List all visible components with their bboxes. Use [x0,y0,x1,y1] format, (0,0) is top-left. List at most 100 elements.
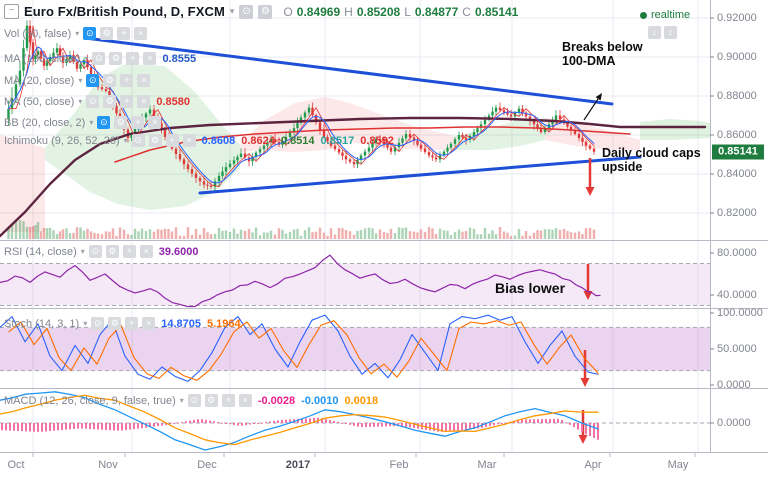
pointer-arrow[interactable] [583,98,599,121]
settings-icon[interactable]: ⚙ [105,245,119,258]
time-axis-label: Oct [7,459,25,471]
close-icon[interactable]: × [148,116,162,129]
visibility-icon[interactable]: ⊙ [92,52,106,65]
kijun-line[interactable] [0,116,707,238]
scale-reset-icon[interactable]: ↕ [664,26,677,39]
candle-body [108,91,111,99]
settings-icon[interactable]: ⚙ [258,4,273,19]
visibility-icon[interactable]: ⊙ [131,134,145,147]
settings-icon[interactable]: ⚙ [109,52,123,65]
volume-bar [42,228,46,239]
chevron-down-icon[interactable]: ▾ [83,319,88,328]
settings-icon[interactable]: ⚙ [204,394,218,407]
macd-histogram-bar [157,423,159,427]
settings-icon[interactable]: ⚙ [148,134,162,147]
visibility-icon[interactable]: ⊙ [88,245,102,258]
visibility-icon[interactable]: ⊙ [91,317,105,330]
chevron-down-icon[interactable]: ▾ [78,97,83,106]
collapse-icon[interactable]: − [4,4,19,19]
add-icon[interactable]: + [221,394,235,407]
indicator-value: -0.0028 [257,394,296,407]
annotation-bias-lower[interactable]: Bias lower [495,280,566,296]
volume-bar [36,222,40,239]
indicator-label[interactable]: MA (20, close) [4,74,75,87]
indicator-label[interactable]: Vol (50, false) [4,27,72,40]
visibility-icon[interactable]: ⊙ [187,394,201,407]
indicator-label[interactable]: MA (100, close) [4,52,81,65]
indicator-label[interactable]: RSI (14, close) [4,245,77,258]
stoch-d-line[interactable] [8,320,599,381]
close-icon[interactable]: × [182,134,196,147]
volume-bar [89,231,93,239]
scale-down-icon[interactable]: ↓ [648,26,661,39]
close-icon[interactable]: × [137,95,151,108]
stoch-k-line[interactable] [0,314,599,382]
close-icon[interactable]: × [134,27,148,40]
indicator-label[interactable]: MA (50, close) [4,95,75,108]
down-arrow-head [580,378,590,387]
volume-bar [416,232,419,239]
volume-bar [111,228,115,239]
close-icon[interactable]: × [137,74,151,87]
volume-bar [288,232,292,239]
trendline[interactable] [198,155,642,195]
volume-bar [573,232,577,239]
macd-line[interactable] [0,391,599,451]
close-icon[interactable]: × [238,394,252,407]
annotation-breaks-below-100dma[interactable]: Breaks below 100-DMA [562,40,643,69]
add-icon[interactable]: + [131,116,145,129]
add-icon[interactable]: + [117,27,131,40]
add-icon[interactable]: + [122,245,136,258]
close-icon[interactable]: × [142,317,156,330]
chevron-down-icon[interactable]: ▾ [229,6,235,16]
indicator-label[interactable]: Ichimoku (9, 26, 52, 26) [4,134,120,147]
settings-icon[interactable]: ⚙ [103,74,117,87]
candle-body [228,163,232,168]
candle-body [389,147,393,152]
chevron-down-icon[interactable]: ▾ [89,118,94,127]
visibility-icon[interactable]: ⊙ [86,74,100,87]
chevron-down-icon[interactable]: ▾ [75,29,80,38]
down-arrow-head [578,435,588,444]
chevron-down-icon[interactable]: ▾ [179,396,184,405]
chevron-down-icon[interactable]: ▾ [123,136,128,145]
volume-bar [311,232,314,239]
indicator-label[interactable]: MACD (12, 26, close, 9, false, true) [4,394,176,407]
add-icon[interactable]: + [120,74,134,87]
volume-bar [326,235,329,239]
symbol-title[interactable]: Euro Fx/British Pound, D, FXCM [24,4,225,19]
settings-icon[interactable]: ⚙ [103,95,117,108]
tenkan-line[interactable] [8,46,595,184]
close-icon[interactable]: × [139,245,153,258]
add-icon[interactable]: + [126,52,140,65]
visibility-icon[interactable]: ⊙ [83,27,97,40]
macd-signal-line[interactable] [0,394,599,446]
visibility-icon[interactable]: ⊙ [97,116,111,129]
chevron-down-icon[interactable]: ▾ [80,247,85,256]
annotation-daily-cloud-caps-upside[interactable]: Daily cloud caps upside [602,146,701,175]
add-icon[interactable]: + [125,317,139,330]
add-icon[interactable]: + [120,95,134,108]
visibility-icon[interactable]: ⊙ [86,95,100,108]
indicator-label[interactable]: Stoch (14, 3, 1) [4,317,80,330]
settings-icon[interactable]: ⚙ [100,27,114,40]
time-axis-label: Dec [197,459,217,471]
candle-body [174,148,178,155]
settings-icon[interactable]: ⚙ [114,116,128,129]
macd-histogram-bar [341,422,343,424]
indicator-label[interactable]: BB (20, close, 2) [4,116,86,129]
chevron-down-icon[interactable]: ▾ [78,76,83,85]
rsi-line[interactable] [0,254,601,308]
trendline[interactable] [83,36,614,106]
close-icon[interactable]: × [143,52,157,65]
chevron-down-icon[interactable]: ▾ [84,54,89,63]
candle-body [506,112,509,115]
visibility-icon[interactable]: ⊙ [239,4,254,19]
ma100-line[interactable] [114,126,631,163]
candle-body [581,137,584,142]
candle-body [61,55,65,63]
settings-icon[interactable]: ⚙ [108,317,122,330]
volume-bar [457,229,461,239]
add-icon[interactable]: + [165,134,179,147]
